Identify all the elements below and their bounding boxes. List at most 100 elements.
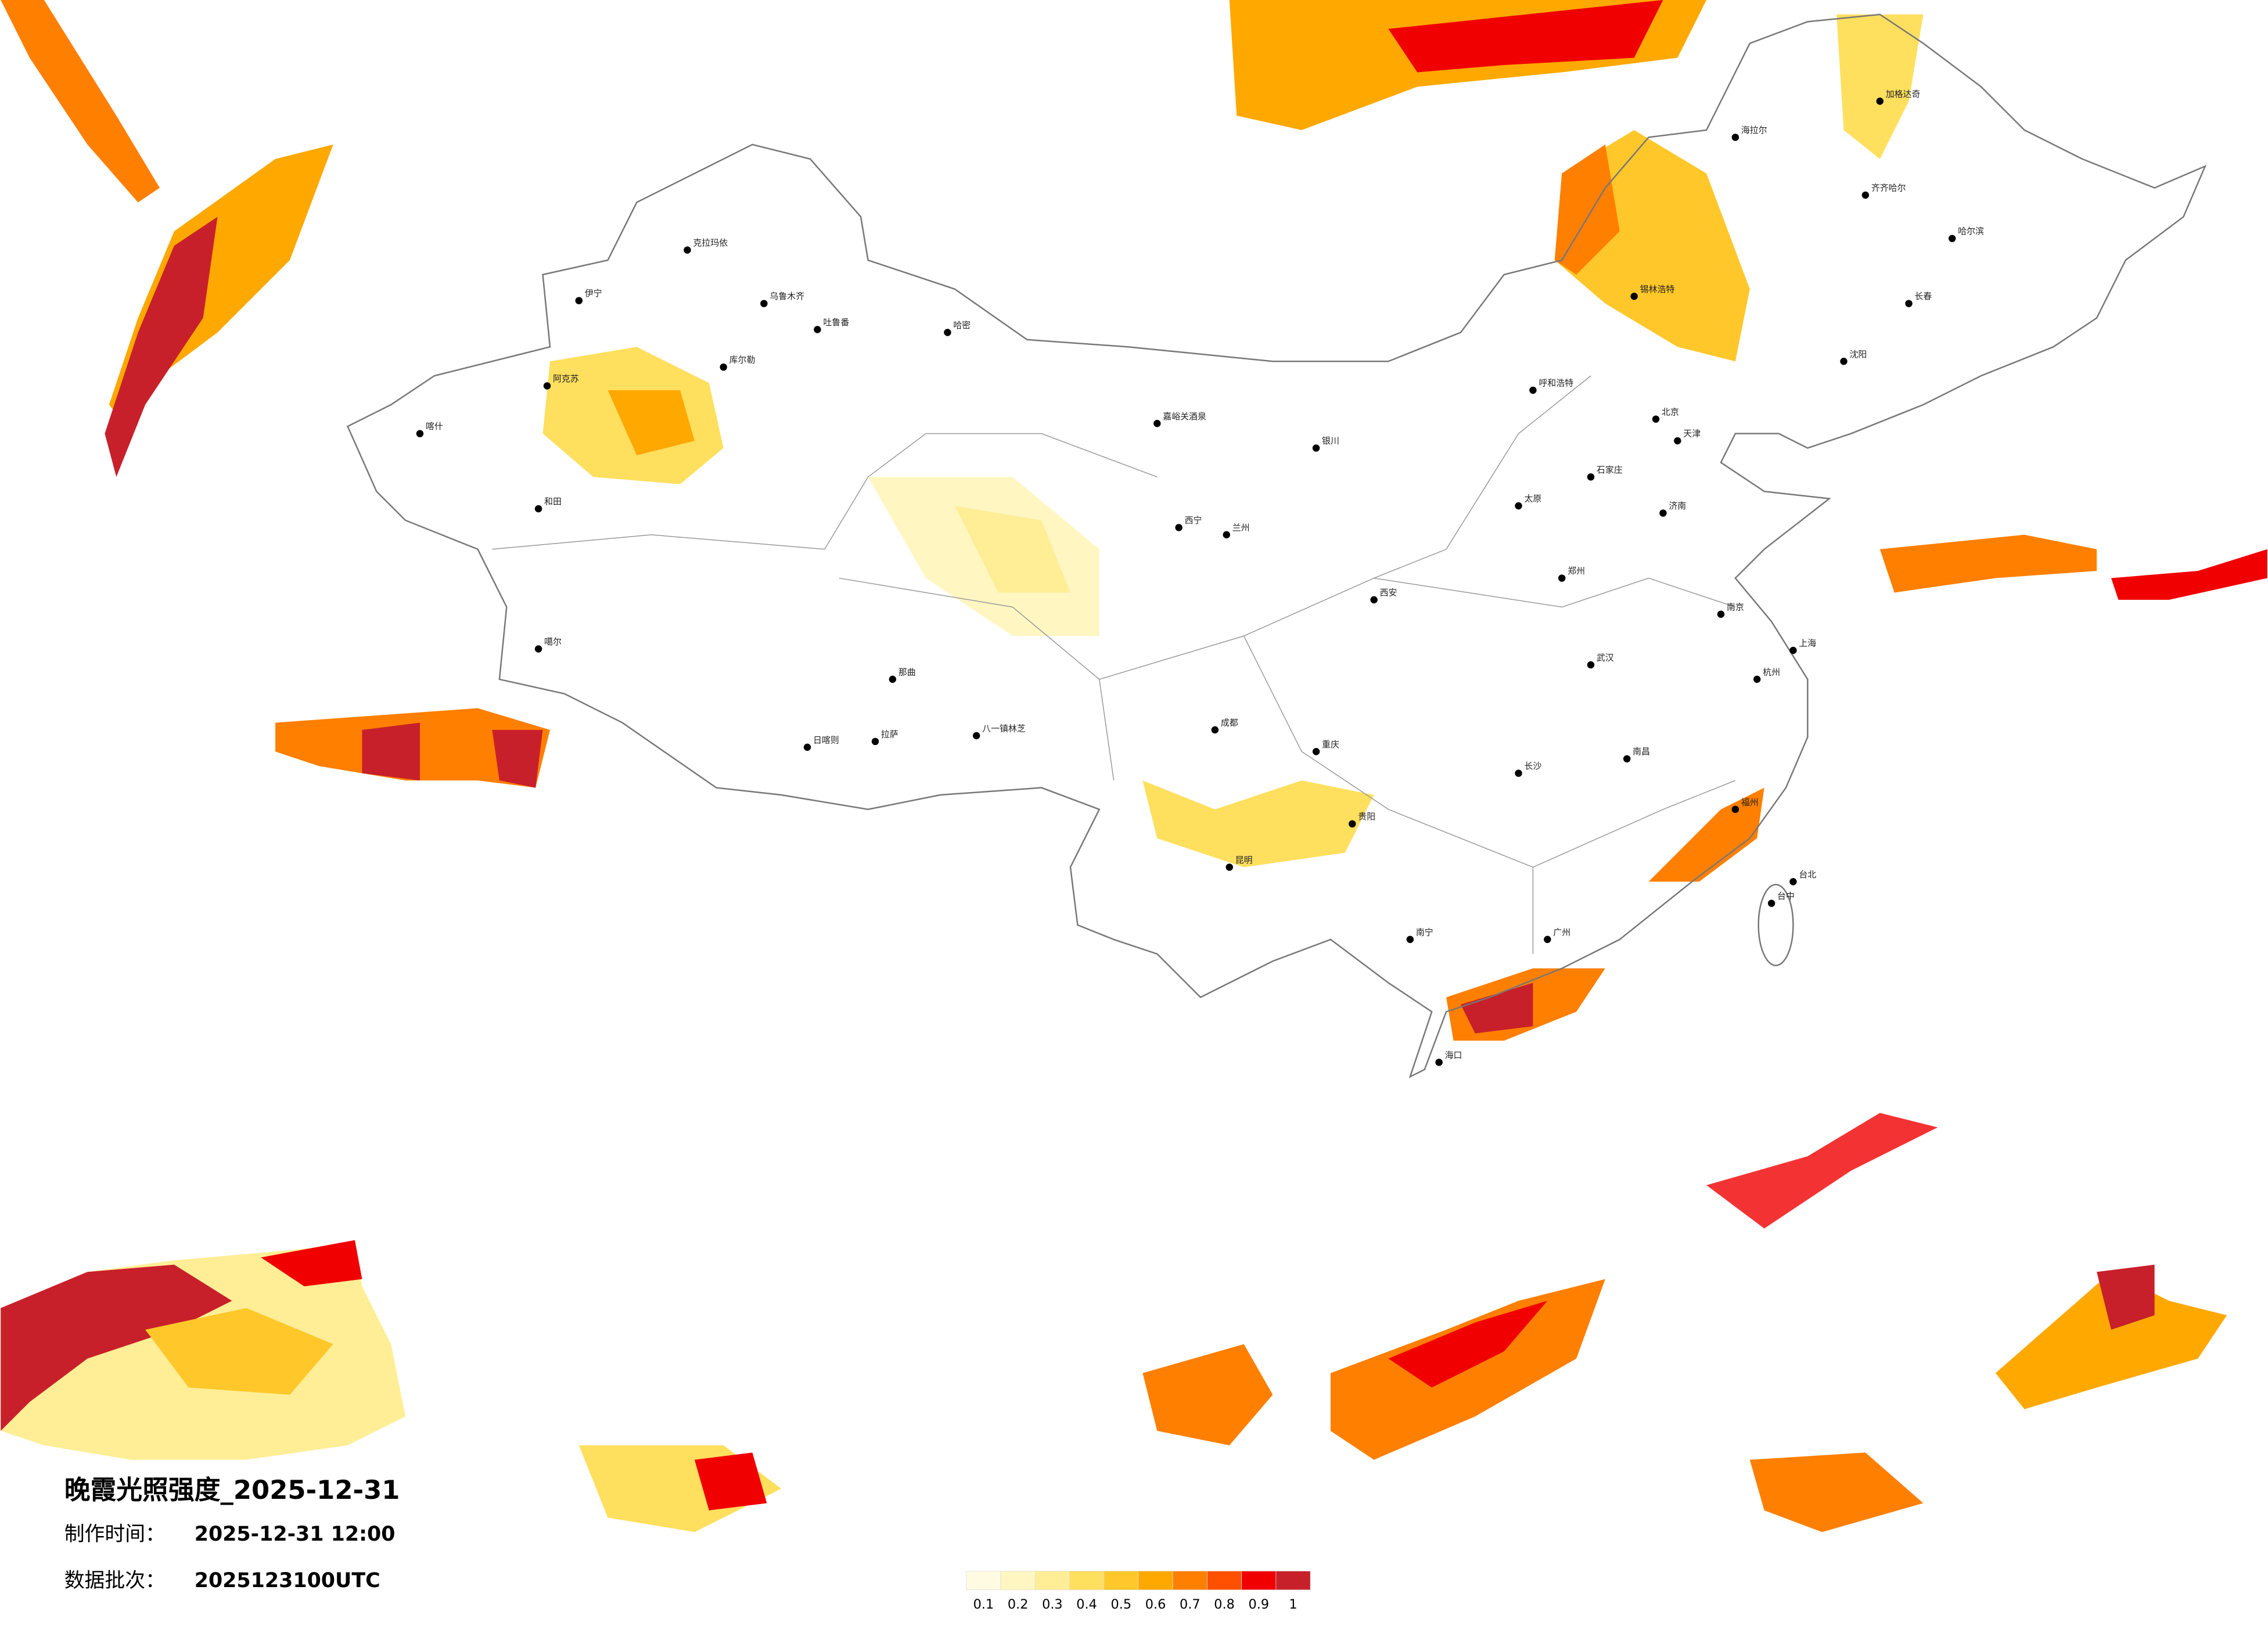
legend-label: 0.2 (1008, 1597, 1029, 1612)
city-label: 银川 (1322, 436, 1339, 446)
city-dot (1674, 437, 1681, 445)
city-label: 吐鲁番 (823, 317, 849, 328)
city-label: 天津 (1683, 429, 1701, 439)
city-dot (1435, 1059, 1443, 1066)
legend-label: 0.6 (1145, 1597, 1166, 1612)
city-dot (972, 732, 980, 740)
city-dot (1948, 235, 1956, 242)
city-label: 哈密 (953, 320, 971, 330)
city-label: 太原 (1525, 494, 1542, 504)
city-dot (1630, 293, 1638, 300)
city-dot (1840, 358, 1848, 365)
city-label: 石家庄 (1597, 465, 1623, 475)
city-dot (1753, 675, 1761, 683)
legend-swatch (966, 1571, 1001, 1591)
map-title: 晚霞光照强度_2025-12-31 (64, 1474, 400, 1505)
city-label: 上海 (1799, 638, 1816, 649)
city-dot (543, 382, 551, 390)
city-label: 郑州 (1568, 566, 1585, 576)
city-label: 加格达奇 (1886, 89, 1921, 99)
city-dot (416, 430, 424, 437)
city-dot (1717, 610, 1725, 618)
city-label: 南宁 (1416, 927, 1433, 937)
city-label: 沈阳 (1850, 349, 1867, 359)
city-dot (1587, 473, 1595, 481)
city-label: 阿克苏 (553, 373, 579, 384)
country-border (346, 13, 2207, 1078)
city-dot (803, 743, 811, 751)
city-label: 贵阳 (1358, 811, 1375, 822)
legend-swatch (1104, 1571, 1139, 1591)
info-value: 2025123100UTC (195, 1569, 380, 1592)
legend: 0.1 0.2 0.3 0.4 0.5 0.6 0.7 0.8 0.9 1 (966, 1571, 1311, 1612)
city-label: 八一镇林芝 (982, 723, 1026, 733)
city-dot (1223, 531, 1231, 539)
city-dot (1731, 134, 1739, 141)
city-label: 哈尔滨 (1958, 226, 1984, 236)
city-label: 克拉玛依 (693, 238, 728, 248)
taiwan-border (1757, 883, 1794, 966)
city-label: 南京 (1727, 602, 1744, 612)
legend-label: 0.1 (973, 1597, 994, 1612)
city-dot (1370, 596, 1378, 604)
legend-swatch (1034, 1571, 1070, 1591)
city-label: 武汉 (1597, 652, 1614, 663)
city-label: 嘉峪关酒泉 (1163, 411, 1206, 422)
legend-swatch (1241, 1571, 1277, 1591)
city-dot (871, 738, 879, 746)
info-value: 2025-12-31 12:00 (195, 1523, 396, 1546)
legend-swatch (1000, 1571, 1036, 1591)
city-label: 昆明 (1235, 855, 1253, 865)
city-dot (1529, 386, 1537, 394)
legend-swatch (1138, 1571, 1173, 1591)
city-label: 呼和浩特 (1539, 378, 1573, 388)
city-label: 兰州 (1232, 522, 1250, 533)
city-dot (1515, 769, 1522, 777)
city-dot (575, 297, 583, 304)
city-dot (1153, 420, 1161, 427)
legend-swatch (1069, 1571, 1105, 1591)
city-dot (1515, 502, 1522, 510)
city-label: 和田 (544, 497, 562, 507)
city-dot (1789, 646, 1797, 654)
city-label: 日喀则 (813, 735, 839, 745)
legend-label: 0.8 (1214, 1597, 1235, 1612)
city-dot (1876, 98, 1884, 105)
city-label: 锡林浩特 (1640, 284, 1675, 294)
city-dot (1406, 936, 1414, 943)
city-label: 重庆 (1322, 739, 1339, 750)
city-label: 济南 (1669, 501, 1686, 511)
city-label: 库尔勒 (729, 355, 756, 365)
city-label: 那曲 (898, 667, 916, 677)
city-dot (534, 645, 542, 653)
city-dot (760, 300, 768, 307)
city-label: 西安 (1380, 587, 1397, 598)
city-label: 喀什 (426, 421, 443, 431)
city-dot (534, 505, 542, 513)
city-dot (1349, 820, 1356, 828)
city-label: 南昌 (1633, 746, 1650, 757)
city-label: 长沙 (1525, 761, 1542, 771)
legend-label: 0.4 (1076, 1597, 1097, 1612)
city-dot (1312, 748, 1320, 756)
city-dot (889, 675, 897, 683)
city-dot (1905, 300, 1913, 307)
city-dot (1175, 524, 1182, 531)
city-dot (1652, 415, 1660, 423)
legend-label: 0.9 (1248, 1597, 1269, 1612)
city-dot (1623, 755, 1631, 762)
city-label: 伊宁 (585, 288, 602, 298)
city-label: 杭州 (1763, 667, 1780, 677)
city-label: 成都 (1221, 717, 1238, 728)
info-label: 制作时间： (64, 1523, 166, 1546)
city-dot (1767, 900, 1775, 907)
city-label: 海口 (1445, 1050, 1462, 1060)
legend-swatch (1207, 1571, 1242, 1591)
city-dot (1225, 864, 1233, 871)
city-label: 长春 (1915, 291, 1932, 301)
city-dot (1789, 878, 1797, 886)
legend-swatch (1275, 1571, 1311, 1591)
